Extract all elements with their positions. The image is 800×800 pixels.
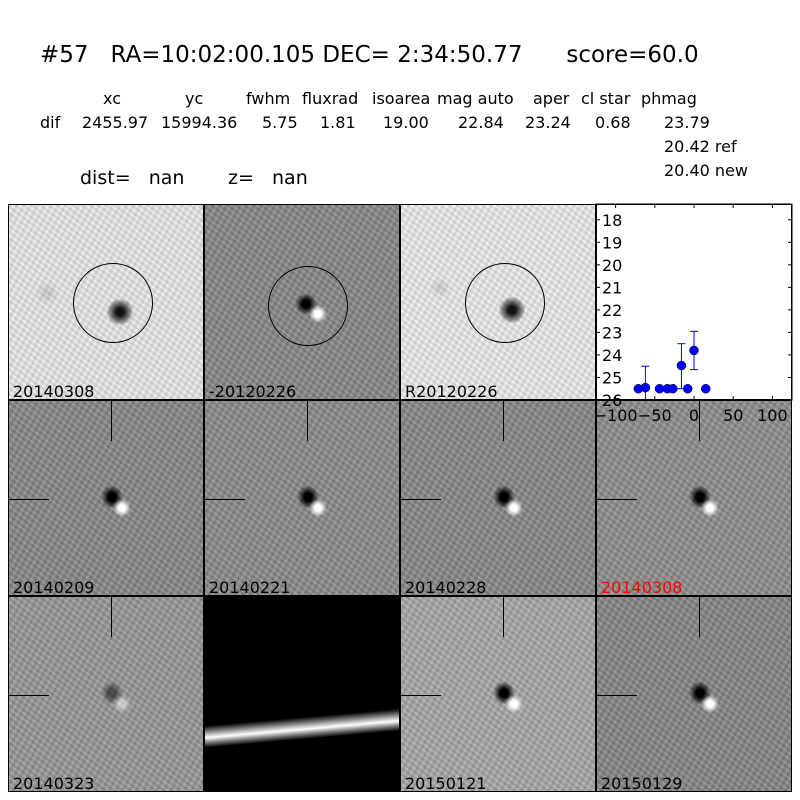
aperture-circle: [73, 263, 153, 343]
crosshair-horizontal: [401, 695, 441, 696]
crosshair-vertical: [503, 597, 504, 637]
z-value: z= nan: [228, 167, 308, 189]
crosshair-horizontal: [597, 695, 637, 696]
panel-label: 20140323: [13, 774, 95, 792]
epoch-cutout: 20141215: [204, 596, 400, 792]
column-header: fwhm: [246, 89, 291, 108]
crosshair-horizontal: [597, 499, 637, 500]
aperture-circle: [465, 263, 545, 343]
epoch-cutout: 20140221: [204, 400, 400, 596]
table-cell: 15994.36: [161, 113, 238, 132]
data-point: [640, 382, 651, 393]
crosshair-horizontal: [205, 695, 245, 696]
table-cell: 19.00: [383, 113, 429, 132]
y-tick-label: 18: [602, 211, 622, 230]
column-header: xc: [103, 89, 121, 108]
y-tick-label: 21: [602, 278, 622, 297]
table-cell: 1.81: [320, 113, 356, 132]
epoch-cutout: 20140308: [596, 400, 792, 596]
reference-cutout: R20120226: [400, 204, 596, 400]
column-header: aper: [533, 89, 570, 108]
table-cell: 2455.97: [82, 113, 149, 132]
x-tick-label: 0: [689, 406, 699, 425]
crosshair-vertical: [307, 401, 308, 441]
panel-label: R20120226: [405, 382, 498, 400]
crosshair-vertical: [111, 401, 112, 441]
x-tick-label: 50: [723, 406, 743, 425]
page-title: #57 RA=10:02:00.105 DEC= 2:34:50.77 scor…: [40, 42, 699, 68]
science-cutout: 20140308: [8, 204, 204, 400]
panel-label: 20140228: [405, 578, 487, 596]
y-tick-label: 24: [602, 346, 622, 365]
column-header: phmag: [641, 89, 697, 108]
epoch-cutout: 20150129: [596, 596, 792, 792]
panel-label: 20140308: [13, 382, 95, 400]
column-header: mag auto: [437, 89, 514, 108]
table-cell: 23.79: [664, 113, 710, 132]
panel-label: 20141215: [209, 774, 291, 792]
panel-label: 20150121: [405, 774, 487, 792]
y-tick-label: 20: [602, 256, 622, 275]
panel-label: 20140209: [13, 578, 95, 596]
crosshair-horizontal: [401, 499, 441, 500]
column-header: cl star: [581, 89, 631, 108]
phmag-ref: 20.42 ref: [664, 137, 737, 156]
crosshair-vertical: [503, 401, 504, 441]
crosshair-vertical: [307, 597, 308, 637]
crosshair-vertical: [699, 597, 700, 637]
crosshair-vertical: [699, 401, 700, 441]
data-point: [676, 360, 687, 371]
table-cell: 23.24: [525, 113, 571, 132]
difference-cutout: -20120226: [204, 204, 400, 400]
aperture-circle: [268, 266, 348, 346]
table-cell: 5.75: [262, 113, 298, 132]
y-tick-label: 19: [602, 233, 622, 252]
epoch-cutout: 20150121: [400, 596, 596, 792]
column-header: yc: [185, 89, 204, 108]
x-tick-label: −50: [638, 406, 672, 425]
streak: [205, 707, 399, 749]
panel-label: 20140308: [601, 578, 683, 596]
epoch-cutout: 20140323: [8, 596, 204, 792]
data-point: [689, 345, 699, 356]
y-tick-label: 26: [602, 391, 622, 410]
plot-border: [595, 203, 793, 401]
panel-label: 20150129: [601, 774, 683, 792]
data-point: [682, 383, 693, 394]
column-header: fluxrad: [302, 89, 359, 108]
data-point: [668, 383, 678, 394]
panel-label: -20120226: [209, 382, 297, 400]
phmag-new: 20.40 new: [664, 161, 748, 180]
crosshair-horizontal: [9, 695, 49, 696]
crosshair-horizontal: [9, 499, 49, 500]
dist-value: dist= nan: [80, 167, 185, 189]
column-header: isoarea: [372, 89, 431, 108]
epoch-cutout: 20140209: [8, 400, 204, 596]
light-curve-plot: 18 19 20 21 22 23 24 25 26−100 −50 0 50 100: [594, 203, 793, 425]
epoch-cutout: 20140228: [400, 400, 596, 596]
panel-label: 20140221: [209, 578, 291, 596]
crosshair-horizontal: [205, 499, 245, 500]
table-cell: 0.68: [595, 113, 631, 132]
x-tick-label: 100: [757, 406, 788, 425]
y-tick-label: 22: [602, 301, 622, 320]
y-tick-label: 25: [602, 368, 622, 387]
row-label: dif: [40, 113, 61, 132]
x-tick-label: −100: [594, 406, 638, 425]
data-point: [701, 383, 711, 394]
y-tick-label: 23: [602, 323, 622, 342]
table-cell: 22.84: [458, 113, 504, 132]
crosshair-vertical: [111, 597, 112, 637]
